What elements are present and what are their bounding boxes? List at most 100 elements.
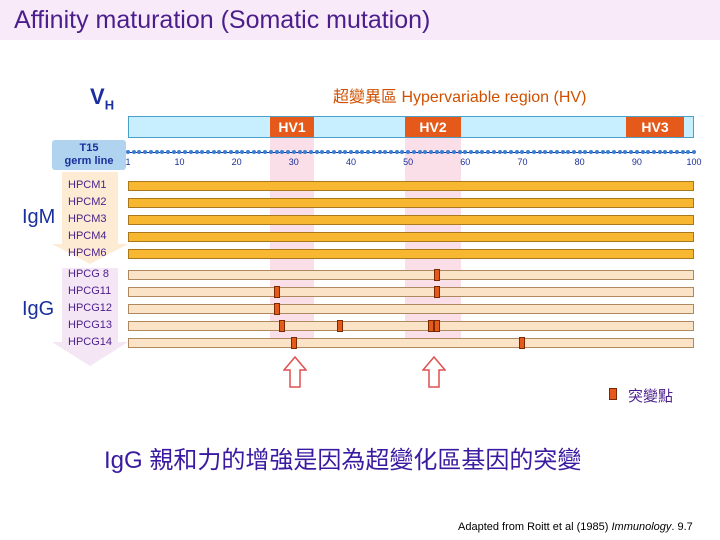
axis-dot: [526, 150, 531, 154]
axis-dot: [377, 150, 382, 154]
axis-dot: [680, 150, 685, 154]
axis-dot: [531, 150, 536, 154]
axis-dot: [388, 150, 393, 154]
axis-dot: [537, 150, 542, 154]
axis-dot: [137, 150, 142, 154]
axis-dot: [663, 150, 668, 154]
hv1-box: HV1: [270, 117, 314, 137]
axis-dot: [297, 150, 302, 154]
citation: Adapted from Roitt et al (1985) Immunolo…: [458, 521, 693, 533]
axis-tick-label: 80: [574, 157, 585, 167]
axis-dot: [200, 150, 205, 154]
axis-dot: [160, 150, 165, 154]
mutation-legend-label: 突變點: [628, 388, 674, 405]
axis-dot: [520, 150, 525, 154]
sequence-bar: [128, 287, 694, 297]
igm-label: IgM: [22, 206, 56, 228]
axis-dot: [577, 150, 582, 154]
sequence-bar: [128, 215, 694, 225]
axis-dot: [400, 150, 405, 154]
axis-dot: [634, 150, 639, 154]
axis-dot: [320, 150, 325, 154]
axis-dot: [491, 150, 496, 154]
axis-dot: [692, 150, 696, 154]
axis-dot: [451, 150, 456, 154]
axis-tick-label: 60: [460, 157, 471, 167]
axis-dot: [549, 150, 554, 154]
axis-dot: [228, 150, 233, 154]
vh-label: VH: [90, 84, 114, 112]
axis-dot: [131, 150, 136, 154]
row-label: HPCM2: [68, 196, 107, 208]
axis-dot: [469, 150, 474, 154]
sequence-bar: [128, 249, 694, 259]
t15-line1: T15: [79, 142, 99, 154]
mutation-mark: [433, 286, 440, 298]
axis-dot: [348, 150, 353, 154]
hv3-box: HV3: [626, 117, 684, 137]
axis-dot: [166, 150, 171, 154]
axis-dot: [286, 150, 291, 154]
axis-dot: [194, 150, 199, 154]
citation-journal: Immunology: [611, 521, 672, 533]
axis-dot: [571, 150, 576, 154]
axis-dot: [234, 150, 239, 154]
axis-dot: [440, 150, 445, 154]
axis-dot: [188, 150, 193, 154]
axis-dot: [651, 150, 656, 154]
axis-dot: [291, 150, 296, 154]
igg-label: IgG: [22, 298, 55, 320]
axis-dot: [354, 150, 359, 154]
axis-dot: [629, 150, 634, 154]
axis-dot: [457, 150, 462, 154]
axis-dot: [326, 150, 331, 154]
row-label: HPCG14: [68, 336, 113, 348]
axis-dot: [314, 150, 319, 154]
axis-dot: [429, 150, 433, 154]
row-label: HPCM6: [68, 247, 107, 259]
slide-title: Affinity maturation (Somatic mutation): [14, 6, 431, 34]
sequence-bar: [128, 270, 694, 280]
axis-dot: [331, 150, 336, 154]
axis-dot: [611, 150, 616, 154]
axis-tick-label: 10: [174, 157, 185, 167]
hv2-box: HV2: [405, 117, 461, 137]
axis-dot: [497, 150, 502, 154]
t15-germline-label: T15 germ line: [52, 140, 126, 170]
axis-tick-label: 100: [686, 157, 702, 167]
axis-dot: [177, 150, 182, 154]
sequence-bar: [128, 321, 694, 331]
axis-dot: [154, 150, 159, 154]
axis-dot: [223, 150, 228, 154]
up-arrow-hv1: [283, 356, 307, 388]
axis-dot: [406, 150, 411, 154]
axis-tick-label: 1: [125, 157, 131, 167]
axis-dot: [646, 150, 651, 154]
axis-dot: [268, 150, 273, 154]
mutation-mark: [433, 320, 440, 332]
axis-dot: [148, 150, 153, 154]
axis-dot: [509, 150, 514, 154]
axis-dot: [240, 150, 245, 154]
conclusion-text: IgG 親和力的增強是因為超變化區基因的突變: [104, 447, 582, 474]
mutation-mark: [273, 286, 280, 298]
axis-dot: [554, 150, 559, 154]
sequence-bar: [128, 198, 694, 208]
row-label: HPCM4: [68, 230, 107, 242]
axis-dot: [674, 150, 679, 154]
mutation-mark: [428, 320, 434, 332]
t15-line2: germ line: [64, 155, 114, 167]
vh-main: V: [90, 84, 105, 109]
axis-tick-label: 90: [631, 157, 642, 167]
axis-dot: [280, 150, 285, 154]
axis-dot: [383, 150, 388, 154]
axis-dot: [560, 150, 565, 154]
axis-dot: [503, 150, 508, 154]
mutation-mark: [273, 303, 280, 315]
axis-dot: [686, 150, 691, 154]
axis-dot: [434, 150, 439, 154]
axis-dot: [371, 150, 376, 154]
axis-dot: [480, 150, 485, 154]
axis-dot: [366, 150, 371, 154]
axis-dot: [343, 150, 348, 154]
